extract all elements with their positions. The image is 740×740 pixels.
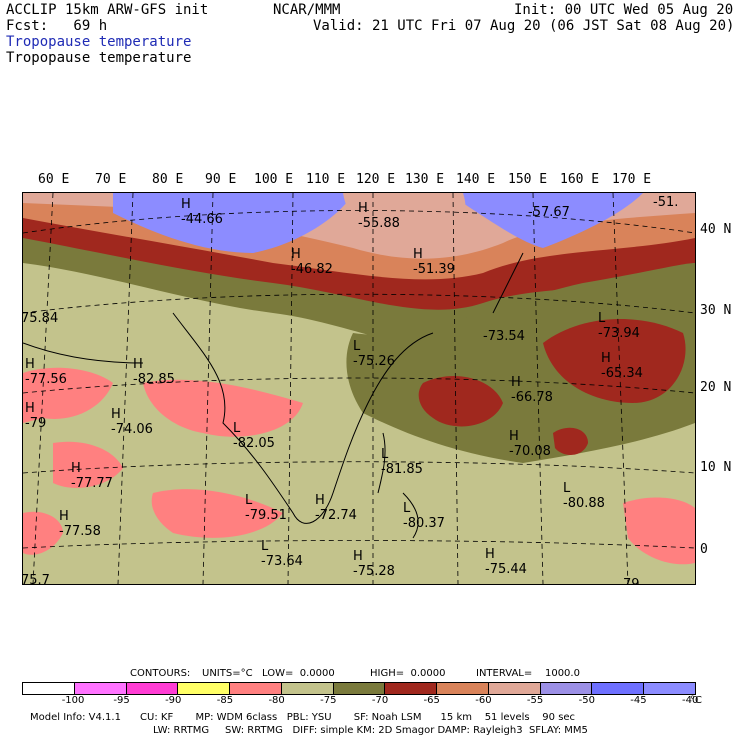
latitude-label: 0 bbox=[700, 542, 708, 557]
color-bar-swatch bbox=[488, 683, 541, 694]
color-bar-swatch bbox=[333, 683, 386, 694]
extremum-label: H -72.74 bbox=[315, 493, 357, 523]
longitude-label: 130 E bbox=[405, 172, 445, 187]
color-bar-tick: -100 bbox=[61, 695, 85, 706]
color-bar-tick: -55 bbox=[526, 695, 544, 706]
extremum-label: H -77.56 bbox=[25, 357, 67, 387]
organization-label: NCAR/MMM bbox=[273, 2, 341, 18]
forecast-hour: Fcst: 69 h bbox=[6, 18, 108, 34]
color-bar-swatch bbox=[540, 683, 593, 694]
extremum-label: H -74.06 bbox=[111, 407, 153, 437]
color-bar-swatch bbox=[437, 683, 489, 694]
color-bar-unit: °C bbox=[690, 695, 702, 706]
physics-info-line: LW: RRTMG SW: RRTMG DIFF: simple KM: 2D … bbox=[153, 725, 588, 736]
extremum-label: H -82.85 bbox=[133, 357, 175, 387]
color-bar-tick: -90 bbox=[165, 695, 182, 706]
color-bar-swatch bbox=[385, 683, 438, 694]
extremum-label: H -77.77 bbox=[71, 461, 113, 491]
color-bar-swatch bbox=[644, 683, 695, 694]
longitude-label: 140 E bbox=[456, 172, 496, 187]
extremum-label: H -66.78 bbox=[511, 375, 553, 405]
color-bar-swatch bbox=[23, 683, 75, 694]
longitude-label: 60 E bbox=[38, 172, 70, 187]
extremum-label: -57.67 bbox=[528, 205, 570, 220]
extremum-label: L -73.64 bbox=[261, 539, 303, 569]
extremum-label: H -77.58 bbox=[59, 509, 101, 539]
color-bar-tick: -40 bbox=[682, 695, 699, 706]
extremum-label: 75.84 bbox=[22, 311, 59, 326]
extremum-label: 79. bbox=[623, 577, 644, 585]
extremum-label: L -82.05 bbox=[233, 421, 275, 451]
longitude-label: 170 E bbox=[612, 172, 652, 187]
color-bar-tick: -85 bbox=[216, 695, 234, 706]
units-label: UNITS=°C bbox=[202, 668, 253, 679]
extremum-label: -51. bbox=[653, 195, 679, 210]
extremum-label: L -80.88 bbox=[563, 481, 605, 511]
field-subtitle: Tropopause temperature bbox=[6, 50, 192, 66]
color-bar-tick: -95 bbox=[113, 695, 130, 706]
latitude-label: 30 N bbox=[700, 303, 732, 318]
color-bar bbox=[22, 682, 696, 695]
latitude-label: 40 N bbox=[700, 222, 732, 237]
color-bar-tick: -45 bbox=[630, 695, 647, 706]
low-label: LOW= 0.0000 bbox=[262, 668, 335, 679]
extremum-label: 75.7 bbox=[22, 573, 50, 585]
extremum-label: L -80.37 bbox=[403, 501, 445, 531]
high-label: HIGH= 0.0000 bbox=[370, 668, 446, 679]
color-bar-swatch bbox=[230, 683, 282, 694]
model-info-line: Model Info: V4.1.1 CU: KF MP: WDM 6class… bbox=[30, 712, 576, 723]
latitude-label: 10 N bbox=[700, 460, 732, 475]
extremum-label: H -46.82 bbox=[291, 247, 333, 277]
valid-time: Valid: 21 UTC Fri 07 Aug 20 (06 JST Sat … bbox=[313, 18, 735, 34]
color-bar-tick: -70 bbox=[371, 695, 389, 706]
longitude-label: 70 E bbox=[95, 172, 127, 187]
color-bar-swatch bbox=[126, 683, 179, 694]
color-bar-swatch bbox=[74, 683, 127, 694]
extremum-label: H -55.88 bbox=[358, 201, 400, 231]
color-bar-tick: -80 bbox=[268, 695, 285, 706]
interval-label: INTERVAL= 1000.0 bbox=[476, 668, 580, 679]
longitude-label: 90 E bbox=[205, 172, 237, 187]
extremum-label: H -75.28 bbox=[353, 549, 395, 579]
color-bar-tick: -75 bbox=[320, 695, 337, 706]
extremum-label: H -44.66 bbox=[181, 197, 223, 227]
contours-label: CONTOURS: bbox=[130, 668, 191, 679]
color-bar-tick: -50 bbox=[578, 695, 595, 706]
extremum-label: L -81.85 bbox=[381, 447, 423, 477]
longitude-label: 160 E bbox=[560, 172, 600, 187]
color-bar-tick: -65 bbox=[423, 695, 440, 706]
extremum-label: H -75.44 bbox=[485, 547, 527, 577]
extremum-label: L -73.94 bbox=[598, 311, 640, 341]
extremum-label: H -51.39 bbox=[413, 247, 455, 277]
extremum-label: H -65.34 bbox=[601, 351, 643, 381]
model-title: ACCLIP 15km ARW-GFS init bbox=[6, 2, 209, 18]
tropopause-temperature-map: H -44.66 H -55.88 -57.67 -51. H -46.82 H -51.… bbox=[22, 192, 696, 585]
extremum-label: H -79 bbox=[25, 401, 47, 431]
longitude-label: 110 E bbox=[306, 172, 346, 187]
extremum-label: H -70.08 bbox=[509, 429, 551, 459]
field-title: Tropopause temperature bbox=[6, 34, 192, 50]
longitude-label: 150 E bbox=[508, 172, 548, 187]
color-bar-swatch bbox=[281, 683, 334, 694]
longitude-label: 100 E bbox=[254, 172, 294, 187]
color-bar-swatch bbox=[178, 683, 231, 694]
extremum-label: L -79.51 bbox=[245, 493, 287, 523]
map-fill bbox=[23, 193, 695, 584]
color-bar-swatch bbox=[592, 683, 645, 694]
longitude-label: 80 E bbox=[152, 172, 184, 187]
latitude-label: 20 N bbox=[700, 380, 732, 395]
extremum-label: -73.54 bbox=[483, 329, 525, 344]
extremum-label: L -75.26 bbox=[353, 339, 395, 369]
longitude-label: 120 E bbox=[356, 172, 396, 187]
color-bar-tick: -60 bbox=[475, 695, 492, 706]
init-time: Init: 00 UTC Wed 05 Aug 20 bbox=[514, 2, 734, 18]
